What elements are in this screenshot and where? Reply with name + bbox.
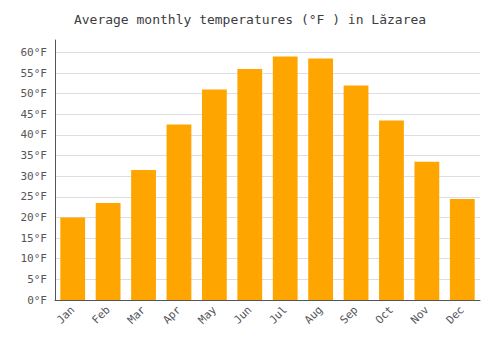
svg-text:Jan: Jan — [54, 303, 77, 326]
svg-text:Aug: Aug — [302, 303, 325, 326]
svg-text:Mar: Mar — [125, 303, 148, 326]
svg-text:Sep: Sep — [337, 303, 360, 326]
svg-text:Jul: Jul — [267, 303, 290, 326]
svg-text:50°F: 50°F — [21, 87, 48, 100]
svg-text:30°F: 30°F — [21, 170, 48, 183]
svg-text:Dec: Dec — [444, 303, 467, 326]
svg-text:Apr: Apr — [160, 303, 183, 326]
svg-text:55°F: 55°F — [21, 67, 48, 80]
svg-text:Feb: Feb — [89, 303, 112, 326]
svg-text:Jun: Jun — [231, 303, 254, 326]
svg-text:5°F: 5°F — [27, 273, 47, 286]
svg-text:40°F: 40°F — [21, 128, 48, 141]
svg-text:15°F: 15°F — [21, 232, 48, 245]
svg-text:25°F: 25°F — [21, 190, 48, 203]
svg-text:45°F: 45°F — [21, 108, 48, 121]
svg-text:35°F: 35°F — [21, 149, 48, 162]
svg-text:60°F: 60°F — [21, 46, 48, 59]
svg-text:10°F: 10°F — [21, 252, 48, 265]
svg-text:Average monthly temperatures (: Average monthly temperatures (°F ) in Lă… — [74, 12, 426, 27]
svg-text:May: May — [196, 303, 219, 326]
svg-text:20°F: 20°F — [21, 211, 48, 224]
svg-text:Nov: Nov — [408, 303, 431, 326]
svg-text:0°F: 0°F — [27, 294, 47, 307]
svg-text:Oct: Oct — [373, 303, 396, 326]
